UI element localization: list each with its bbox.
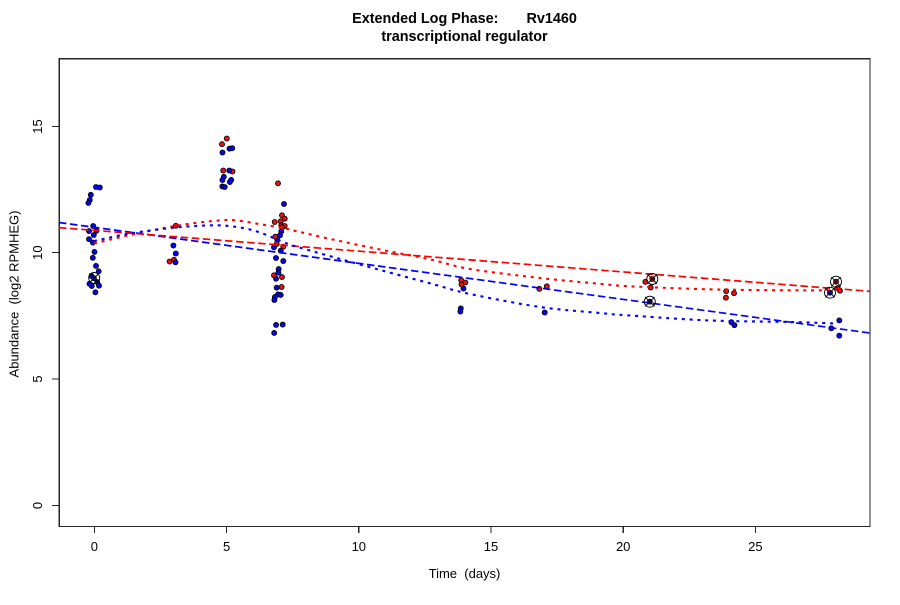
svg-text:Abundance (log2 RPMHEG): Abundance (log2 RPMHEG) [7,211,22,378]
svg-text:20: 20 [616,539,630,554]
svg-text:0: 0 [91,539,98,554]
svg-text:Extended Log Phase: Rv14: Extended Log Phase: Rv1460 [352,11,577,27]
svg-text:5: 5 [223,539,230,554]
svg-text:15: 15 [484,539,498,554]
svg-text:transcriptional regulator: transcriptional regulator [381,29,548,45]
svg-text:Time (days): Time (days) [429,566,501,581]
svg-text:10: 10 [352,539,366,554]
svg-text:10: 10 [30,245,45,259]
svg-text:25: 25 [748,539,762,554]
svg-text:5: 5 [30,375,45,382]
svg-text:0: 0 [30,502,45,509]
svg-text:15: 15 [30,119,45,133]
